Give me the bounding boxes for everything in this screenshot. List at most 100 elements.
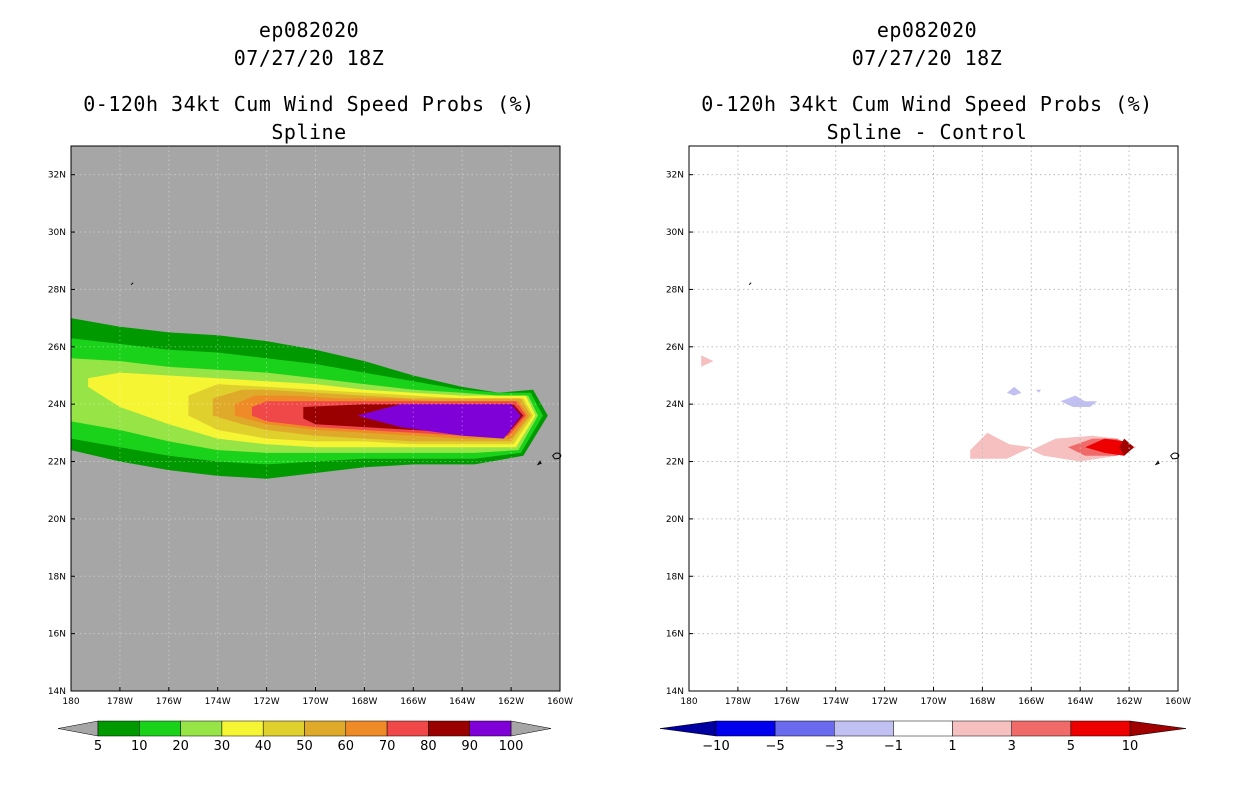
left-probability-map: 180 178W 176W 174W 172W 170W 168W 166W 164W 162W 1… [48, 145, 573, 754]
y-tick-label: 28N [666, 285, 684, 295]
contour-90-region-9 [357, 404, 521, 439]
right-subtitle: Spline - Control [826, 120, 1028, 144]
contour--1-region-6 [1006, 386, 1022, 396]
colorbar-low-tip [659, 720, 717, 737]
right-datetime: 07/27/20 18Z [851, 46, 1003, 70]
y-tick-label: 30N [666, 228, 684, 238]
colorbar-swatch [97, 720, 140, 737]
y-tick-label: 32N [666, 171, 684, 181]
colorbar-swatch [304, 720, 347, 737]
left-product-title: 0-120h 34kt Cum Wind Speed Probs (%) [83, 92, 535, 116]
x-tick-label: 176W [774, 697, 800, 707]
y-tick-label: 24N [48, 400, 66, 410]
y-tick-label: 18N [666, 572, 684, 582]
colorbar-high-tip [1129, 720, 1187, 737]
colorbar-swatch [139, 720, 181, 737]
colorbar-swatch [345, 720, 388, 737]
colorbar-low-tip [57, 720, 99, 737]
colorbar: −10 −5 −3 −1 1 3 5 10 [659, 720, 1187, 754]
islet-mark [748, 282, 752, 286]
islet-mark [130, 282, 134, 286]
y-tick-label: 14N [48, 687, 66, 697]
x-tick-label: 180 [62, 697, 79, 707]
colorbar-swatch [180, 720, 223, 737]
niihau-island-outline [1154, 460, 1160, 466]
left-panel: ep082020 07/27/20 18Z 0-120h 34kt Cum Wi… [48, 18, 573, 754]
colorbar-label: 10 [131, 739, 148, 754]
colorbar-label: 100 [499, 739, 524, 754]
contour-5-region-4 [1085, 438, 1132, 456]
colorbar-swatch [952, 720, 1012, 737]
kauai-island-outline [552, 452, 562, 460]
colorbar-swatch [893, 720, 953, 737]
colorbar-label: 50 [296, 739, 313, 754]
colorbar-swatch [386, 720, 429, 737]
colorbar-label: 30 [214, 739, 231, 754]
colorbar-swatch [262, 720, 305, 737]
x-tick-label: 166W [1018, 697, 1044, 707]
y-tick-label: 20N [666, 515, 684, 525]
y-tick-label: 26N [666, 343, 684, 353]
colorbar-label: 5 [1067, 739, 1075, 754]
contour-1-region-1 [970, 432, 1032, 459]
left-storm-id: ep082020 [258, 18, 360, 42]
x-tick-label: 174W [205, 697, 231, 707]
x-tick-label: 170W [920, 697, 946, 707]
colorbar-label: 70 [379, 739, 396, 754]
left-subtitle: Spline [271, 120, 347, 144]
colorbar: 5 10 20 30 40 50 60 70 80 90 100 [57, 720, 552, 754]
y-tick-label: 30N [48, 228, 66, 238]
x-tick-label: 170W [302, 697, 328, 707]
y-tick-label: 18N [48, 572, 66, 582]
y-tick-label: 28N [48, 285, 66, 295]
colorbar-label: −10 [702, 739, 729, 754]
colorbar-label: 80 [420, 739, 437, 754]
colorbar-label: 10 [1122, 739, 1139, 754]
right-difference-map: 180 178W 176W 174W 172W 170W 168W 166W 164W 162W 1… [659, 145, 1191, 754]
x-tick-label: 172W [872, 697, 898, 707]
niihau-island-outline [536, 460, 542, 466]
y-tick-label: 16N [666, 630, 684, 640]
colorbar-swatch [834, 720, 894, 737]
colorbar-label: 5 [94, 739, 102, 754]
x-tick-label: 160W [1165, 697, 1191, 707]
x-tick-label: 164W [449, 697, 475, 707]
right-product-title: 0-120h 34kt Cum Wind Speed Probs (%) [701, 92, 1153, 116]
x-tick-label: 166W [400, 697, 426, 707]
y-tick-label: 22N [666, 458, 684, 468]
x-tick-label: 160W [547, 697, 573, 707]
colorbar-label: 1 [948, 739, 956, 754]
x-tick-label: 178W [107, 697, 133, 707]
colorbar-swatch [221, 720, 264, 737]
x-tick-label: 162W [1116, 697, 1142, 707]
x-tick-label: 168W [351, 697, 377, 707]
colorbar-label: −3 [825, 739, 844, 754]
colorbar-label: −1 [884, 739, 903, 754]
x-tick-label: 172W [254, 697, 280, 707]
x-tick-label: 176W [156, 697, 182, 707]
x-tick-label: 180 [680, 697, 697, 707]
y-tick-label: 14N [666, 687, 684, 697]
colorbar-label: 40 [255, 739, 272, 754]
colorbar-swatch [1011, 720, 1072, 737]
colorbar-swatch [774, 720, 835, 737]
colorbar-swatch [1070, 720, 1131, 737]
colorbar-swatch [715, 720, 776, 737]
contour--1-region-7 [1036, 389, 1042, 393]
colorbar-label: −5 [766, 739, 785, 754]
left-datetime: 07/27/20 18Z [233, 46, 385, 70]
colorbar-label: 3 [1008, 739, 1016, 754]
colorbar-label: 60 [338, 739, 355, 754]
x-tick-label: 174W [823, 697, 849, 707]
colorbar-swatch [428, 720, 470, 737]
x-tick-label: 162W [498, 697, 524, 707]
x-tick-label: 178W [725, 697, 751, 707]
contour-10-region-5 [1119, 438, 1134, 456]
colorbar-swatch [469, 720, 512, 737]
kauai-island-outline [1170, 452, 1180, 460]
contour-1-region-0 [701, 355, 714, 367]
y-tick-label: 20N [48, 515, 66, 525]
colorbar-high-tip [510, 720, 552, 737]
contour--1-region-8 [1060, 395, 1098, 407]
y-tick-label: 24N [666, 400, 684, 410]
